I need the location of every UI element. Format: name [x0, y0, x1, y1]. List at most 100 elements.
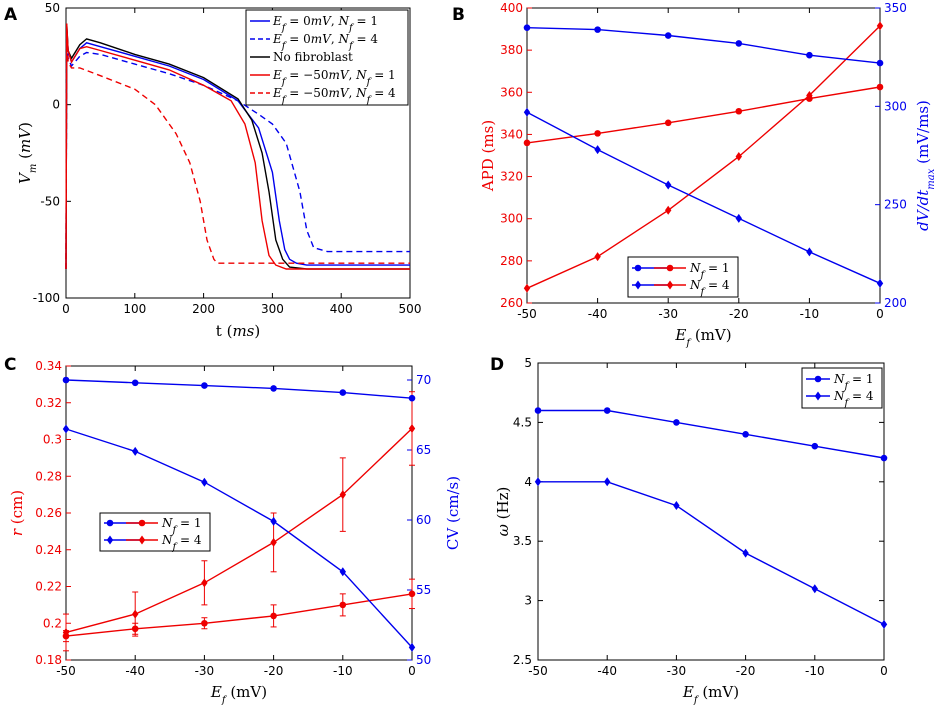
panel-a-series-line-3 [65, 23, 410, 270]
panel-c-point [131, 379, 139, 387]
panel-c-point [339, 490, 346, 500]
panel-b-point [735, 152, 742, 162]
panel-c-ytick-label: 0.24 [35, 543, 62, 557]
panel-b-letter: B [452, 5, 465, 25]
panel-a-xtick-label: 200 [192, 302, 215, 316]
panel-d-ytick-label: 3 [524, 594, 532, 608]
panel-c-point [270, 612, 277, 620]
panel-c-point [339, 601, 347, 609]
panel-c-legend [99, 512, 211, 552]
panel-c-series-line-1 [65, 593, 413, 637]
panel-b-ytick-right-label: 350 [884, 1, 907, 15]
panel-c-legend-label-2: Nf = 4 [161, 533, 202, 553]
panel-c-xtick-label: -30 [195, 664, 215, 678]
panel-a-legend-label-1: Ef = 0mV, Nf = 1 [272, 14, 378, 34]
panel-d-point [673, 419, 680, 426]
panel-a-ytick-label: -50 [40, 194, 60, 208]
panel-a-legend [245, 9, 409, 106]
panel-c-point [201, 619, 208, 627]
panel-a-letter: A [4, 5, 18, 25]
panel-d-point [534, 407, 542, 414]
panel-a-xtick-label: 500 [399, 302, 422, 316]
panel-c-point [270, 385, 277, 392]
panel-d-point [880, 454, 888, 462]
panel-b-point [594, 252, 601, 262]
panel-d-ytick-label: 4 [524, 475, 532, 489]
panel-c-point [339, 389, 347, 396]
panel-a-xlabel: t (ms) [216, 322, 260, 340]
panel-b-point [523, 24, 531, 31]
panel-a-legend-label-2: Ef = 0mV, Nf = 4 [272, 32, 378, 52]
panel-a-ytick-label: 0 [52, 98, 60, 112]
panel-d-ytick-label: 5 [524, 356, 532, 370]
panel-c-legend-label-1: Nf = 1 [161, 516, 202, 536]
panel-d-point [742, 430, 749, 438]
panel-a-ytick-label: -100 [33, 291, 60, 305]
panel-b-point [876, 21, 884, 31]
panel-c-xtick-label: 0 [408, 664, 416, 678]
panel-d-legend [801, 367, 883, 409]
panel-b-legend-marker-red [666, 280, 674, 290]
panel-c-ylabel-left: r (cm) [8, 490, 26, 536]
panel-c-ytick-label: 0.32 [35, 396, 62, 410]
panel-b-series-line-4 [526, 111, 881, 284]
panel-b-point [665, 180, 672, 190]
panel-d-point [811, 442, 819, 450]
panel-c-ytick-label: 0.28 [35, 469, 62, 483]
panel-b-xtick-label: -10 [800, 307, 820, 321]
panel-c-legend-marker-blue [106, 535, 114, 545]
panel-c-series-line-2 [65, 427, 413, 634]
panel-c-point [408, 423, 416, 433]
panel-c-series-line-4 [65, 428, 413, 648]
panel-b-series-line-2 [526, 25, 881, 289]
panel-b-point [664, 119, 672, 127]
panel-b-legend-marker-red [666, 264, 674, 272]
panel-d-letter: D [490, 355, 504, 375]
panel-b-ytick-label: 320 [500, 170, 523, 184]
panel-b-point [735, 107, 743, 115]
panel-c-legend-marker-red [138, 535, 146, 545]
panel-d-series-line-1 [538, 409, 885, 459]
panel-c: -50 -40 -30 -20 -10 0 0.18 0.2 0.22 0.24 0.26 0.28 0… [4, 355, 462, 706]
panel-c-ytick-label: 0.18 [35, 653, 62, 667]
panel-b-xtick-label: -30 [658, 307, 678, 321]
panel-d-point [673, 501, 680, 511]
panel-c-xtick-label: -10 [333, 664, 353, 678]
panel-a-xtick-label: 400 [330, 302, 353, 316]
panel-b-ylabel-right: dV/dtmax (mV/ms) [914, 100, 937, 231]
panel-b-point [594, 130, 601, 137]
panel-d-ytick-label: 3.5 [513, 534, 532, 548]
panel-a-ylabel: Vm (mV) [16, 122, 39, 184]
panel-b-legend-marker-blue [634, 264, 642, 272]
panel-c-point [201, 578, 208, 588]
panel-d-legend-marker [814, 375, 822, 383]
panel-c-point [62, 376, 70, 384]
panel-b-point [523, 283, 531, 293]
panel-d-xlabel: Ef (mV) [682, 683, 739, 706]
panel-c-xtick-label: -20 [264, 664, 284, 678]
panel-b-xtick-label: 0 [876, 307, 884, 321]
panel-c-point [408, 394, 416, 402]
panel-d-ytick-label: 4.5 [513, 415, 532, 429]
panel-c-legend-marker-blue [106, 519, 114, 527]
panel-d-point [534, 477, 542, 487]
panel-a-ytick-label: 50 [45, 1, 60, 15]
panel-b-point [523, 107, 531, 117]
panel-c-ylabel-right: CV (cm/s) [444, 476, 462, 550]
panel-b-ytick-label: 360 [500, 85, 523, 99]
panel-c-letter: C [4, 355, 16, 375]
panel-d-legend-label-1: Nf = 1 [833, 372, 874, 392]
panel-d-point [742, 548, 749, 558]
panel-b-xtick-label: -50 [517, 307, 537, 321]
panel-d-xtick-label: -20 [736, 664, 756, 678]
panel-b-xtick-label: -40 [588, 307, 608, 321]
panel-c-ytick-right-label: 65 [416, 443, 431, 457]
panel-b-axes-box [526, 7, 881, 304]
panel-a-series-line-5 [65, 27, 410, 270]
panel-b-ylabel-left: APD (ms) [479, 120, 497, 192]
panel-b-series-line-3 [526, 27, 881, 64]
panel-c-point [270, 516, 277, 526]
panel-b-point [806, 247, 813, 257]
panel-c-point [62, 627, 70, 637]
panel-c-xlabel: Ef (mV) [210, 683, 267, 706]
